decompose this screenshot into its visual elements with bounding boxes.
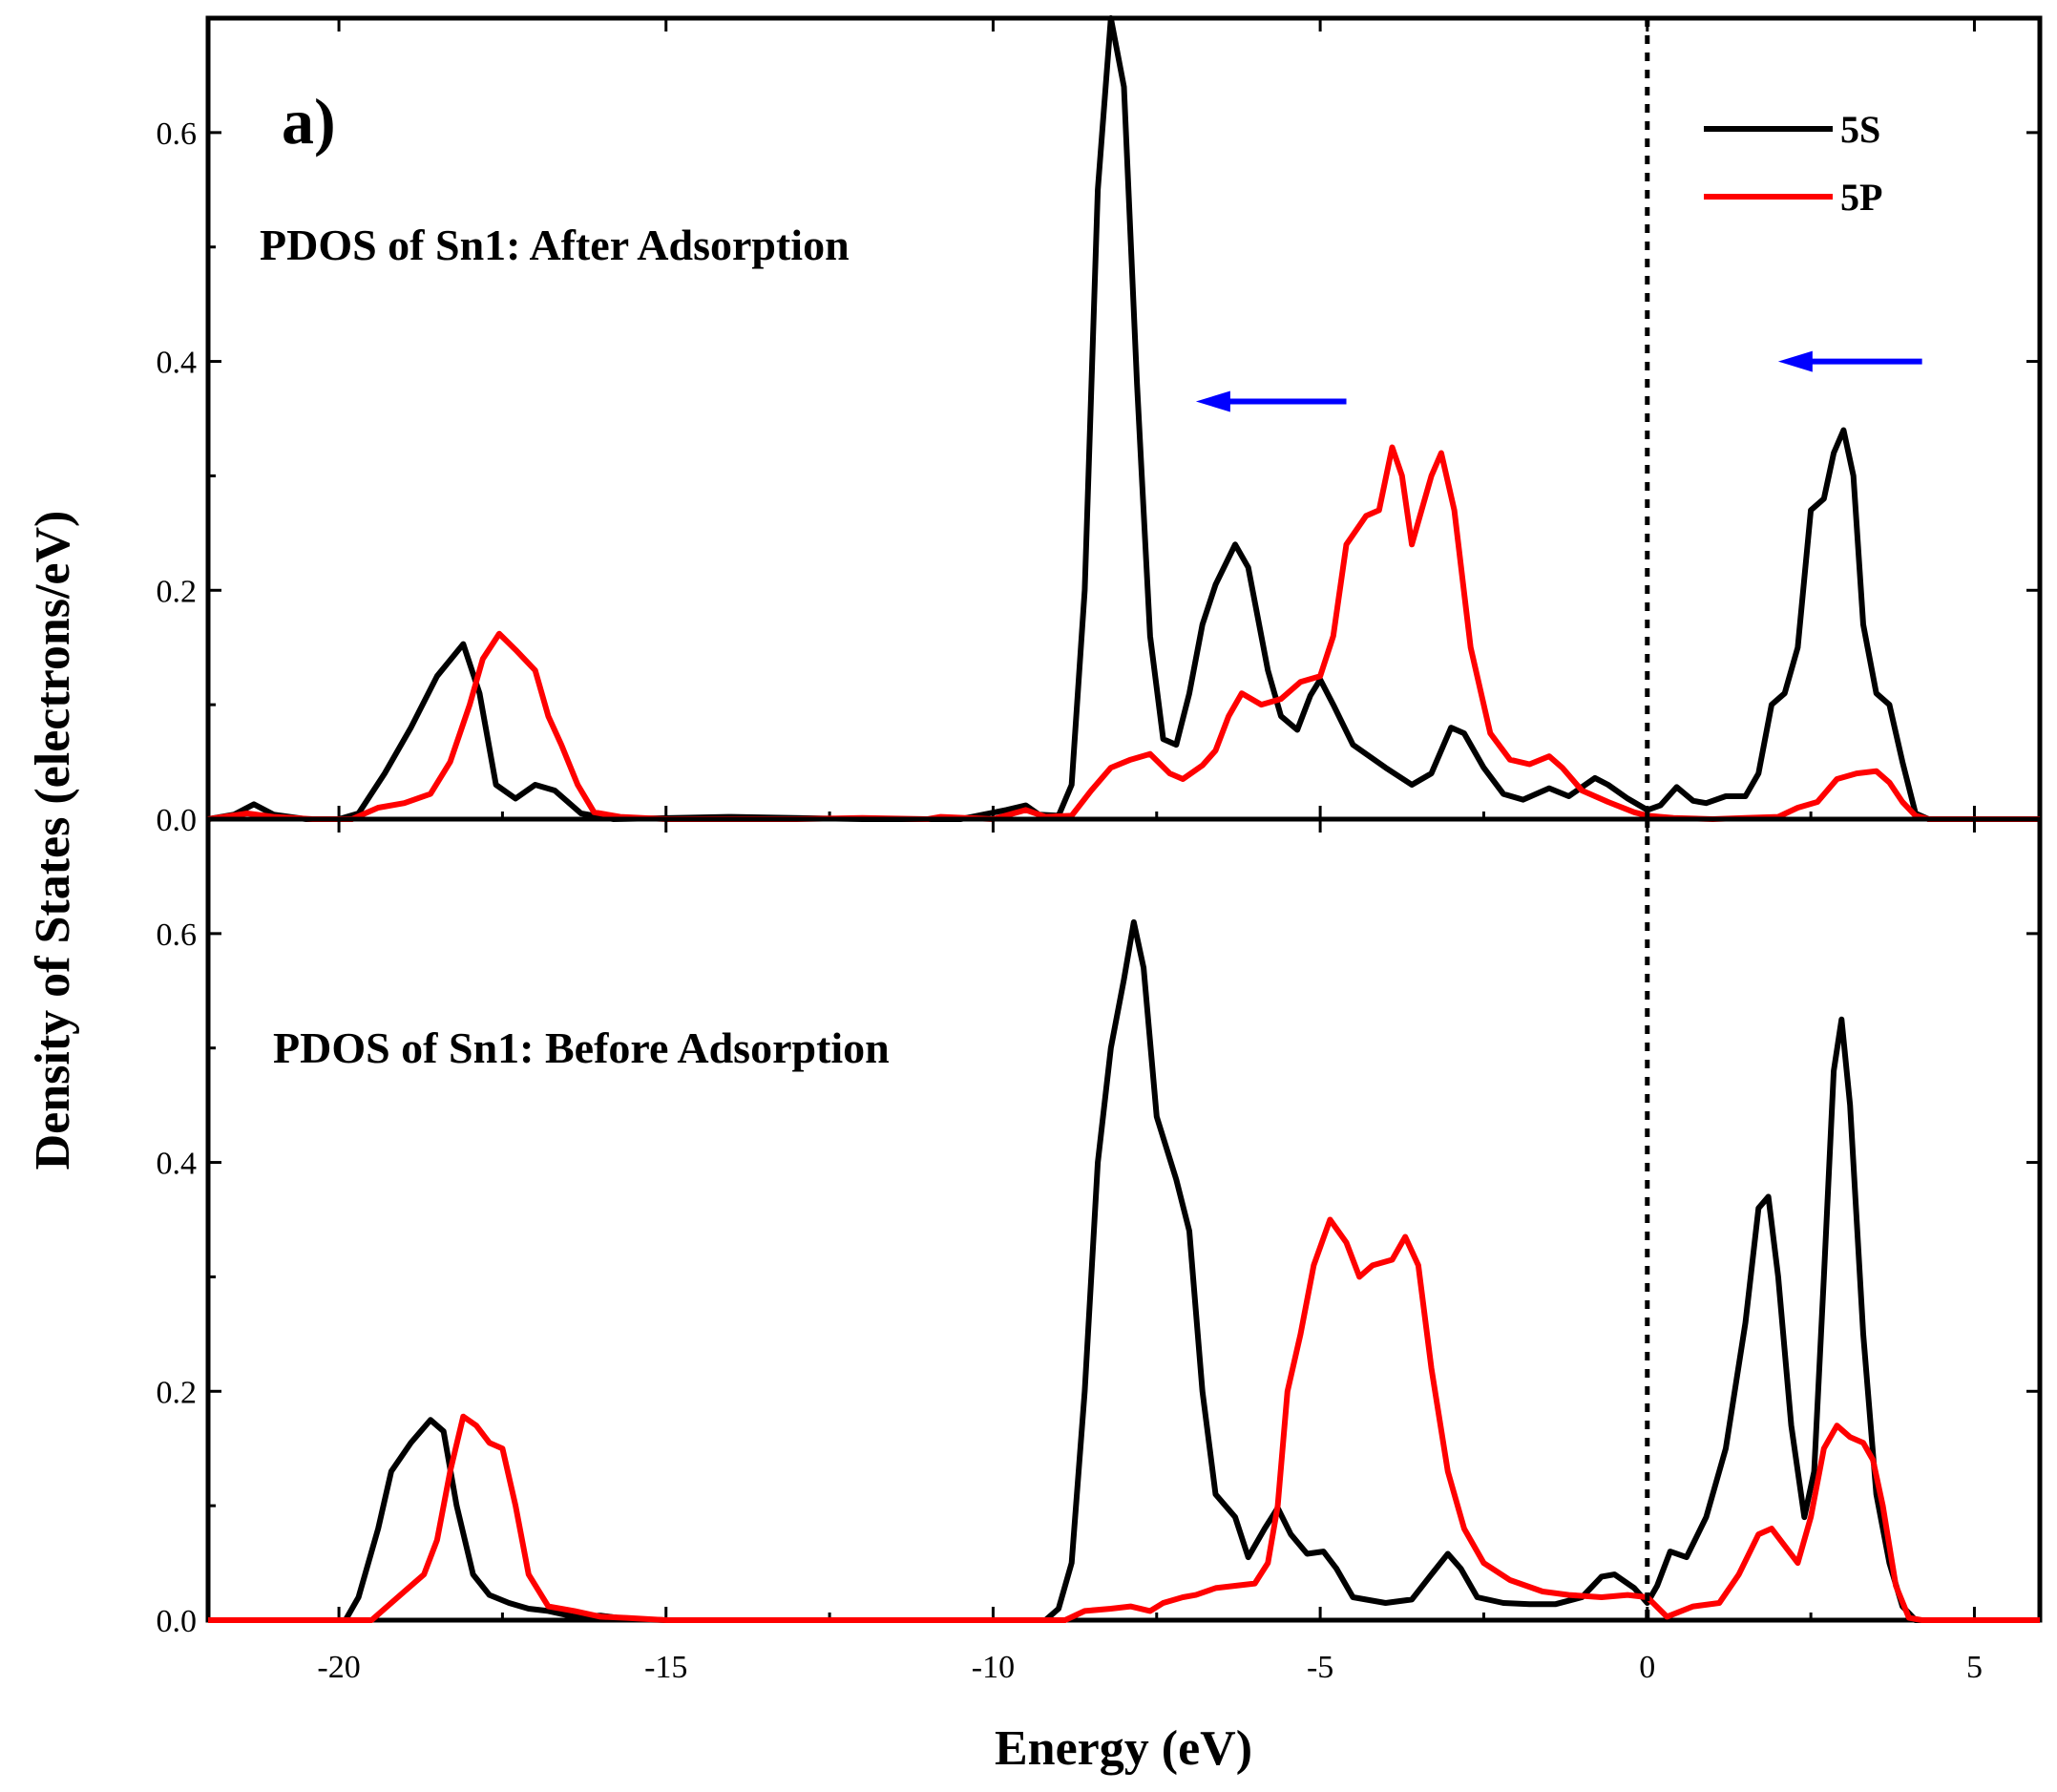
- panel-title-before: PDOS of Sn1: Before Adsorption: [273, 1023, 890, 1072]
- y-tick-label: 0.2: [157, 574, 198, 609]
- y-axis-title: Density of States (electrons/eV): [26, 511, 80, 1170]
- y-tick-label: 0.0: [157, 1604, 198, 1639]
- arrow-head: [1777, 350, 1813, 372]
- plot-frame: [205, 816, 2043, 1623]
- x-axis: -20 -15 -10 -5 0 5: [317, 1650, 1983, 1685]
- y-tick-label: 0.4: [157, 346, 198, 381]
- legend-label-5p: 5P: [1840, 176, 1882, 219]
- legend: 5S 5P: [1704, 108, 1882, 219]
- x-tick-label: 0: [1639, 1650, 1655, 1685]
- shift-arrow: [1777, 350, 1922, 372]
- arrow-head: [1195, 390, 1230, 412]
- y-tick-label: 0.6: [157, 116, 198, 152]
- x-tick-label: -15: [644, 1650, 687, 1685]
- x-axis-title: Energy (eV): [995, 1721, 1252, 1776]
- panel-before-adsorption: 0.0 0.2 0.4 0.6: [157, 816, 2043, 1639]
- x-tick-label: -5: [1307, 1650, 1333, 1685]
- panel-label: a): [282, 85, 336, 158]
- y-tick-label: 0.4: [157, 1147, 198, 1182]
- x-tick-label: -20: [317, 1650, 360, 1685]
- y-tick-label: 0.2: [157, 1375, 198, 1410]
- legend-label-5s: 5S: [1840, 108, 1880, 151]
- series-line-5s: [207, 15, 2040, 822]
- shift-arrow: [1195, 390, 1347, 412]
- series-line-5p: [207, 444, 2040, 822]
- x-tick-label: 5: [1966, 1650, 1983, 1685]
- series-line-5s: [208, 918, 2040, 1623]
- panel-after-adsorption: 0.0 0.2 0.4 0.6: [157, 15, 2043, 838]
- series-line-5p: [208, 1216, 2040, 1623]
- y-tick-label: 0.6: [157, 917, 198, 953]
- panel-title-after: PDOS of Sn1: After Adsorption: [260, 221, 850, 269]
- y-tick-label: 0.0: [157, 803, 198, 838]
- x-tick-label: -10: [972, 1650, 1015, 1685]
